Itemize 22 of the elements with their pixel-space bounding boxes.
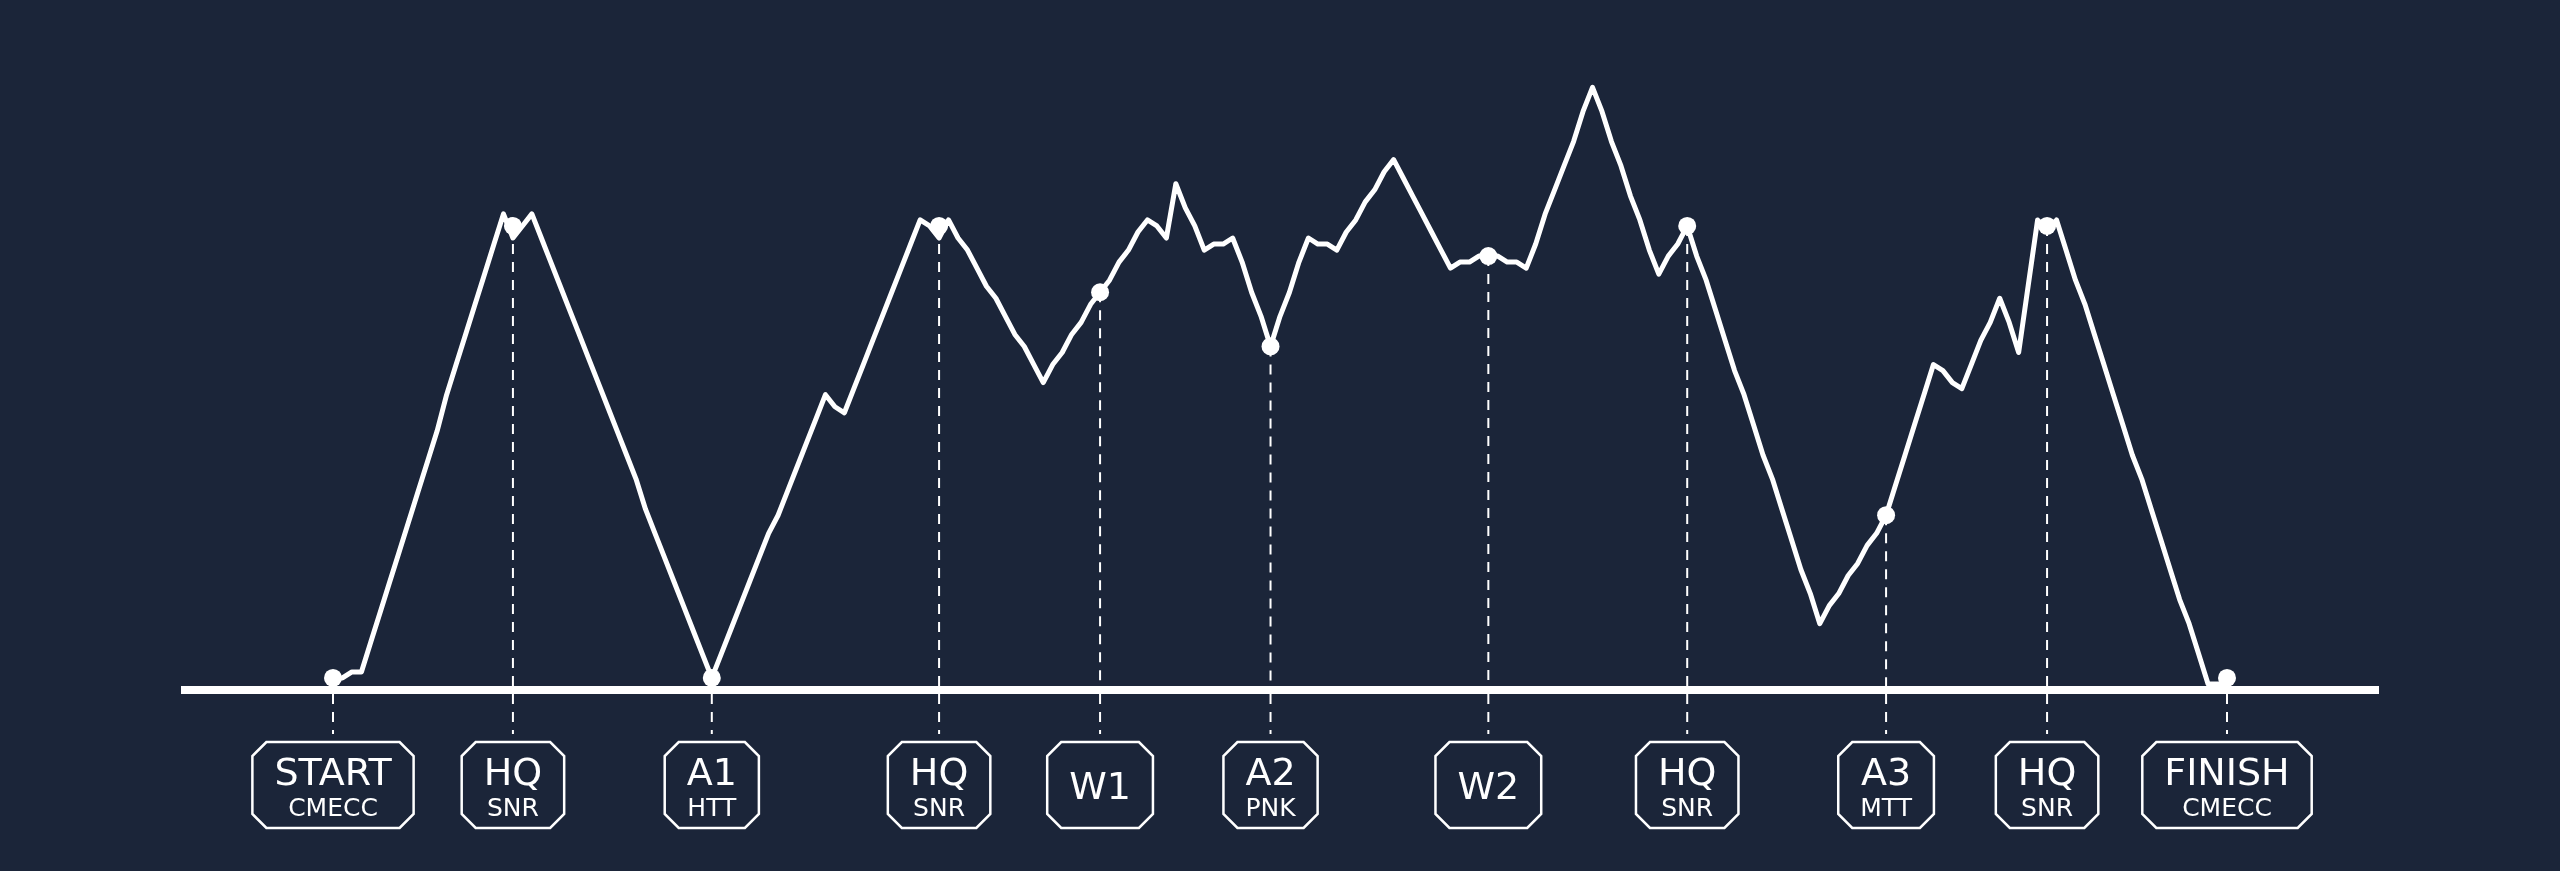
x-tick-label: START CMECC xyxy=(274,750,393,822)
point xyxy=(1261,337,1280,356)
x-tick-label: W1 xyxy=(1069,764,1131,808)
x-tick-label: FINISH CMECC xyxy=(2164,750,2290,822)
point xyxy=(2218,668,2236,687)
x-tick-label: A3 MTT xyxy=(1860,750,1913,822)
point xyxy=(702,668,721,687)
point xyxy=(1678,216,1697,235)
x-tick-label: HQ SNR xyxy=(483,750,543,822)
x-tick-label: A1 HTT xyxy=(686,750,737,822)
point xyxy=(2038,216,2057,235)
point xyxy=(324,668,342,687)
point xyxy=(1091,283,1110,302)
point xyxy=(1479,247,1498,266)
x-tick-label: A2 PNK xyxy=(1245,750,1297,822)
x-tick-label: HQ SNR xyxy=(2017,750,2077,822)
x-tick-label: HQ SNR xyxy=(1657,750,1717,822)
point xyxy=(503,216,522,235)
point xyxy=(1877,506,1896,525)
x-tick-label: W2 xyxy=(1457,764,1520,808)
x-tick-label: HQ SNR xyxy=(909,750,969,822)
point xyxy=(930,216,949,235)
